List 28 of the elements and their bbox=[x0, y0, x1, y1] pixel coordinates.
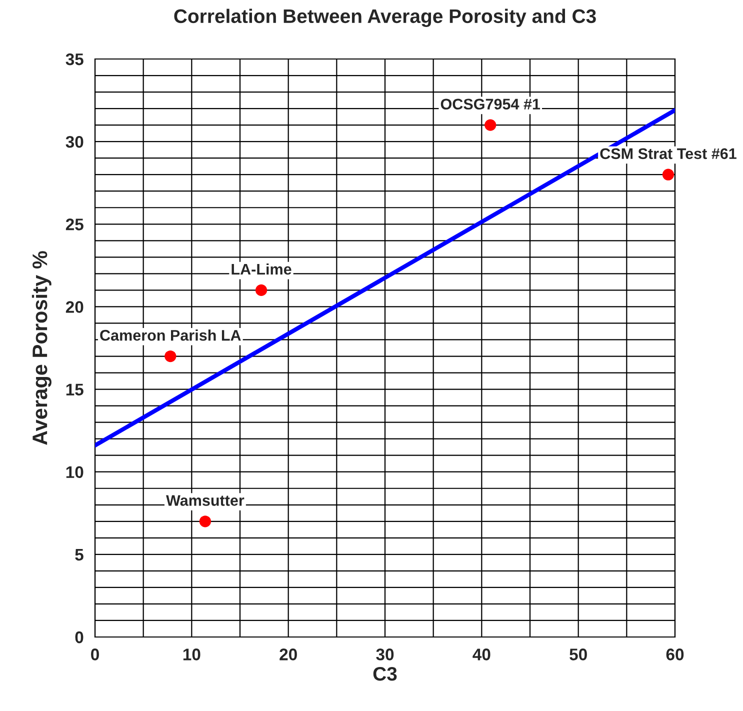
x-tick-label: 20 bbox=[280, 648, 297, 660]
y-tick-label: 35 bbox=[66, 53, 84, 66]
x-tick-label: 0 bbox=[91, 648, 99, 660]
y-tick-label: 15 bbox=[66, 384, 84, 396]
point bbox=[164, 350, 176, 362]
y-tick-label: 20 bbox=[66, 301, 84, 313]
x-tick-label: 60 bbox=[666, 648, 684, 660]
point bbox=[484, 119, 496, 131]
annotation: OCSG7954 #1 bbox=[440, 98, 540, 110]
y-tick-label: 30 bbox=[66, 136, 84, 148]
x-tick-label: 30 bbox=[376, 648, 394, 660]
y-tick-label: 10 bbox=[66, 466, 84, 478]
y-axis-title: Average Porosity % bbox=[32, 251, 52, 445]
y-tick-label: 0 bbox=[75, 631, 84, 644]
point bbox=[199, 516, 212, 528]
x-axis-title: C3 bbox=[373, 666, 397, 681]
y-tick-label: 25 bbox=[66, 218, 84, 230]
annotation: Wamsutter bbox=[166, 495, 244, 506]
point bbox=[662, 168, 674, 180]
annotation: CSM Strat Test #61 bbox=[600, 148, 736, 160]
y-tick-label: 5 bbox=[75, 549, 84, 561]
point bbox=[255, 284, 268, 296]
chart-title: Correlation Between Average Porosity and C3 bbox=[174, 8, 596, 28]
annotation: LA-Lime bbox=[232, 263, 292, 275]
x-tick-label: 10 bbox=[183, 648, 200, 660]
x-tick-label: 50 bbox=[570, 648, 587, 660]
x-tick-label: 40 bbox=[472, 648, 490, 660]
annotation: Cameron Parish LA bbox=[100, 330, 241, 341]
